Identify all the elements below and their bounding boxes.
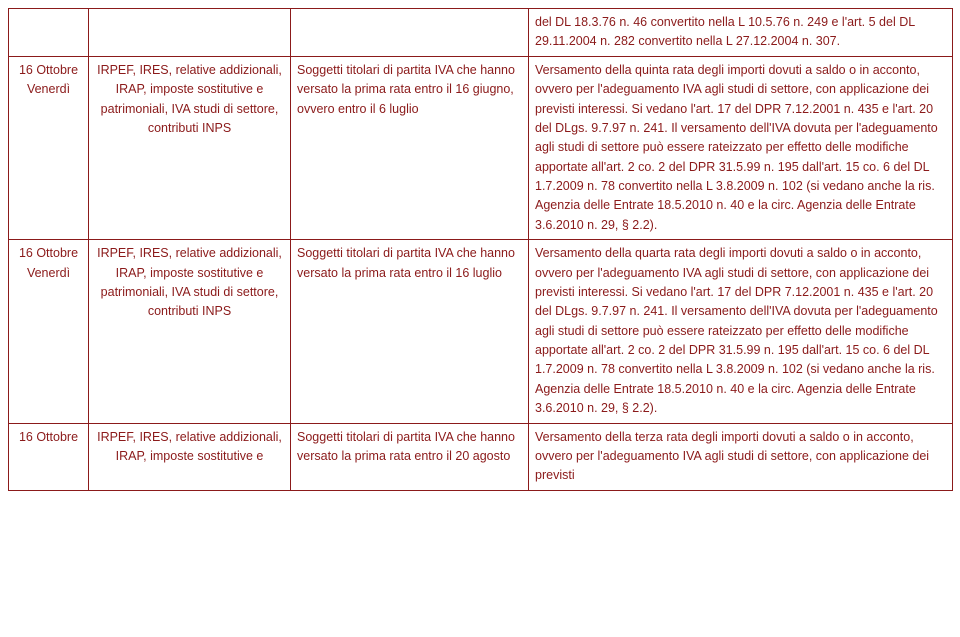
date-weekday: Venerdì (15, 80, 82, 99)
date-weekday: Venerdì (15, 264, 82, 283)
table-row: 16 Ottobre IRPEF, IRES, relative addizio… (9, 423, 953, 490)
table-row: 16 Ottobre Venerdì IRPEF, IRES, relative… (9, 240, 953, 423)
cell-subjects: Soggetti titolari di partita IVA che han… (291, 423, 529, 490)
cell-date: 16 Ottobre Venerdì (9, 56, 89, 239)
cell-desc: Versamento della quinta rata degli impor… (529, 56, 953, 239)
cell-tax (89, 9, 291, 57)
deadlines-table: del DL 18.3.76 n. 46 convertito nella L … (8, 8, 953, 491)
cell-tax: IRPEF, IRES, relative addizionali, IRAP,… (89, 56, 291, 239)
table-row: del DL 18.3.76 n. 46 convertito nella L … (9, 9, 953, 57)
cell-desc: del DL 18.3.76 n. 46 convertito nella L … (529, 9, 953, 57)
cell-subjects: Soggetti titolari di partita IVA che han… (291, 56, 529, 239)
cell-subjects: Soggetti titolari di partita IVA che han… (291, 240, 529, 423)
cell-date: 16 Ottobre Venerdì (9, 240, 89, 423)
cell-subjects (291, 9, 529, 57)
cell-tax: IRPEF, IRES, relative addizionali, IRAP,… (89, 240, 291, 423)
cell-date: 16 Ottobre (9, 423, 89, 490)
cell-desc: Versamento della terza rata degli import… (529, 423, 953, 490)
cell-tax: IRPEF, IRES, relative addizionali, IRAP,… (89, 423, 291, 490)
date-main: 16 Ottobre (15, 428, 82, 447)
cell-desc: Versamento della quarta rata degli impor… (529, 240, 953, 423)
cell-date (9, 9, 89, 57)
date-main: 16 Ottobre (15, 244, 82, 263)
table-row: 16 Ottobre Venerdì IRPEF, IRES, relative… (9, 56, 953, 239)
date-main: 16 Ottobre (15, 61, 82, 80)
